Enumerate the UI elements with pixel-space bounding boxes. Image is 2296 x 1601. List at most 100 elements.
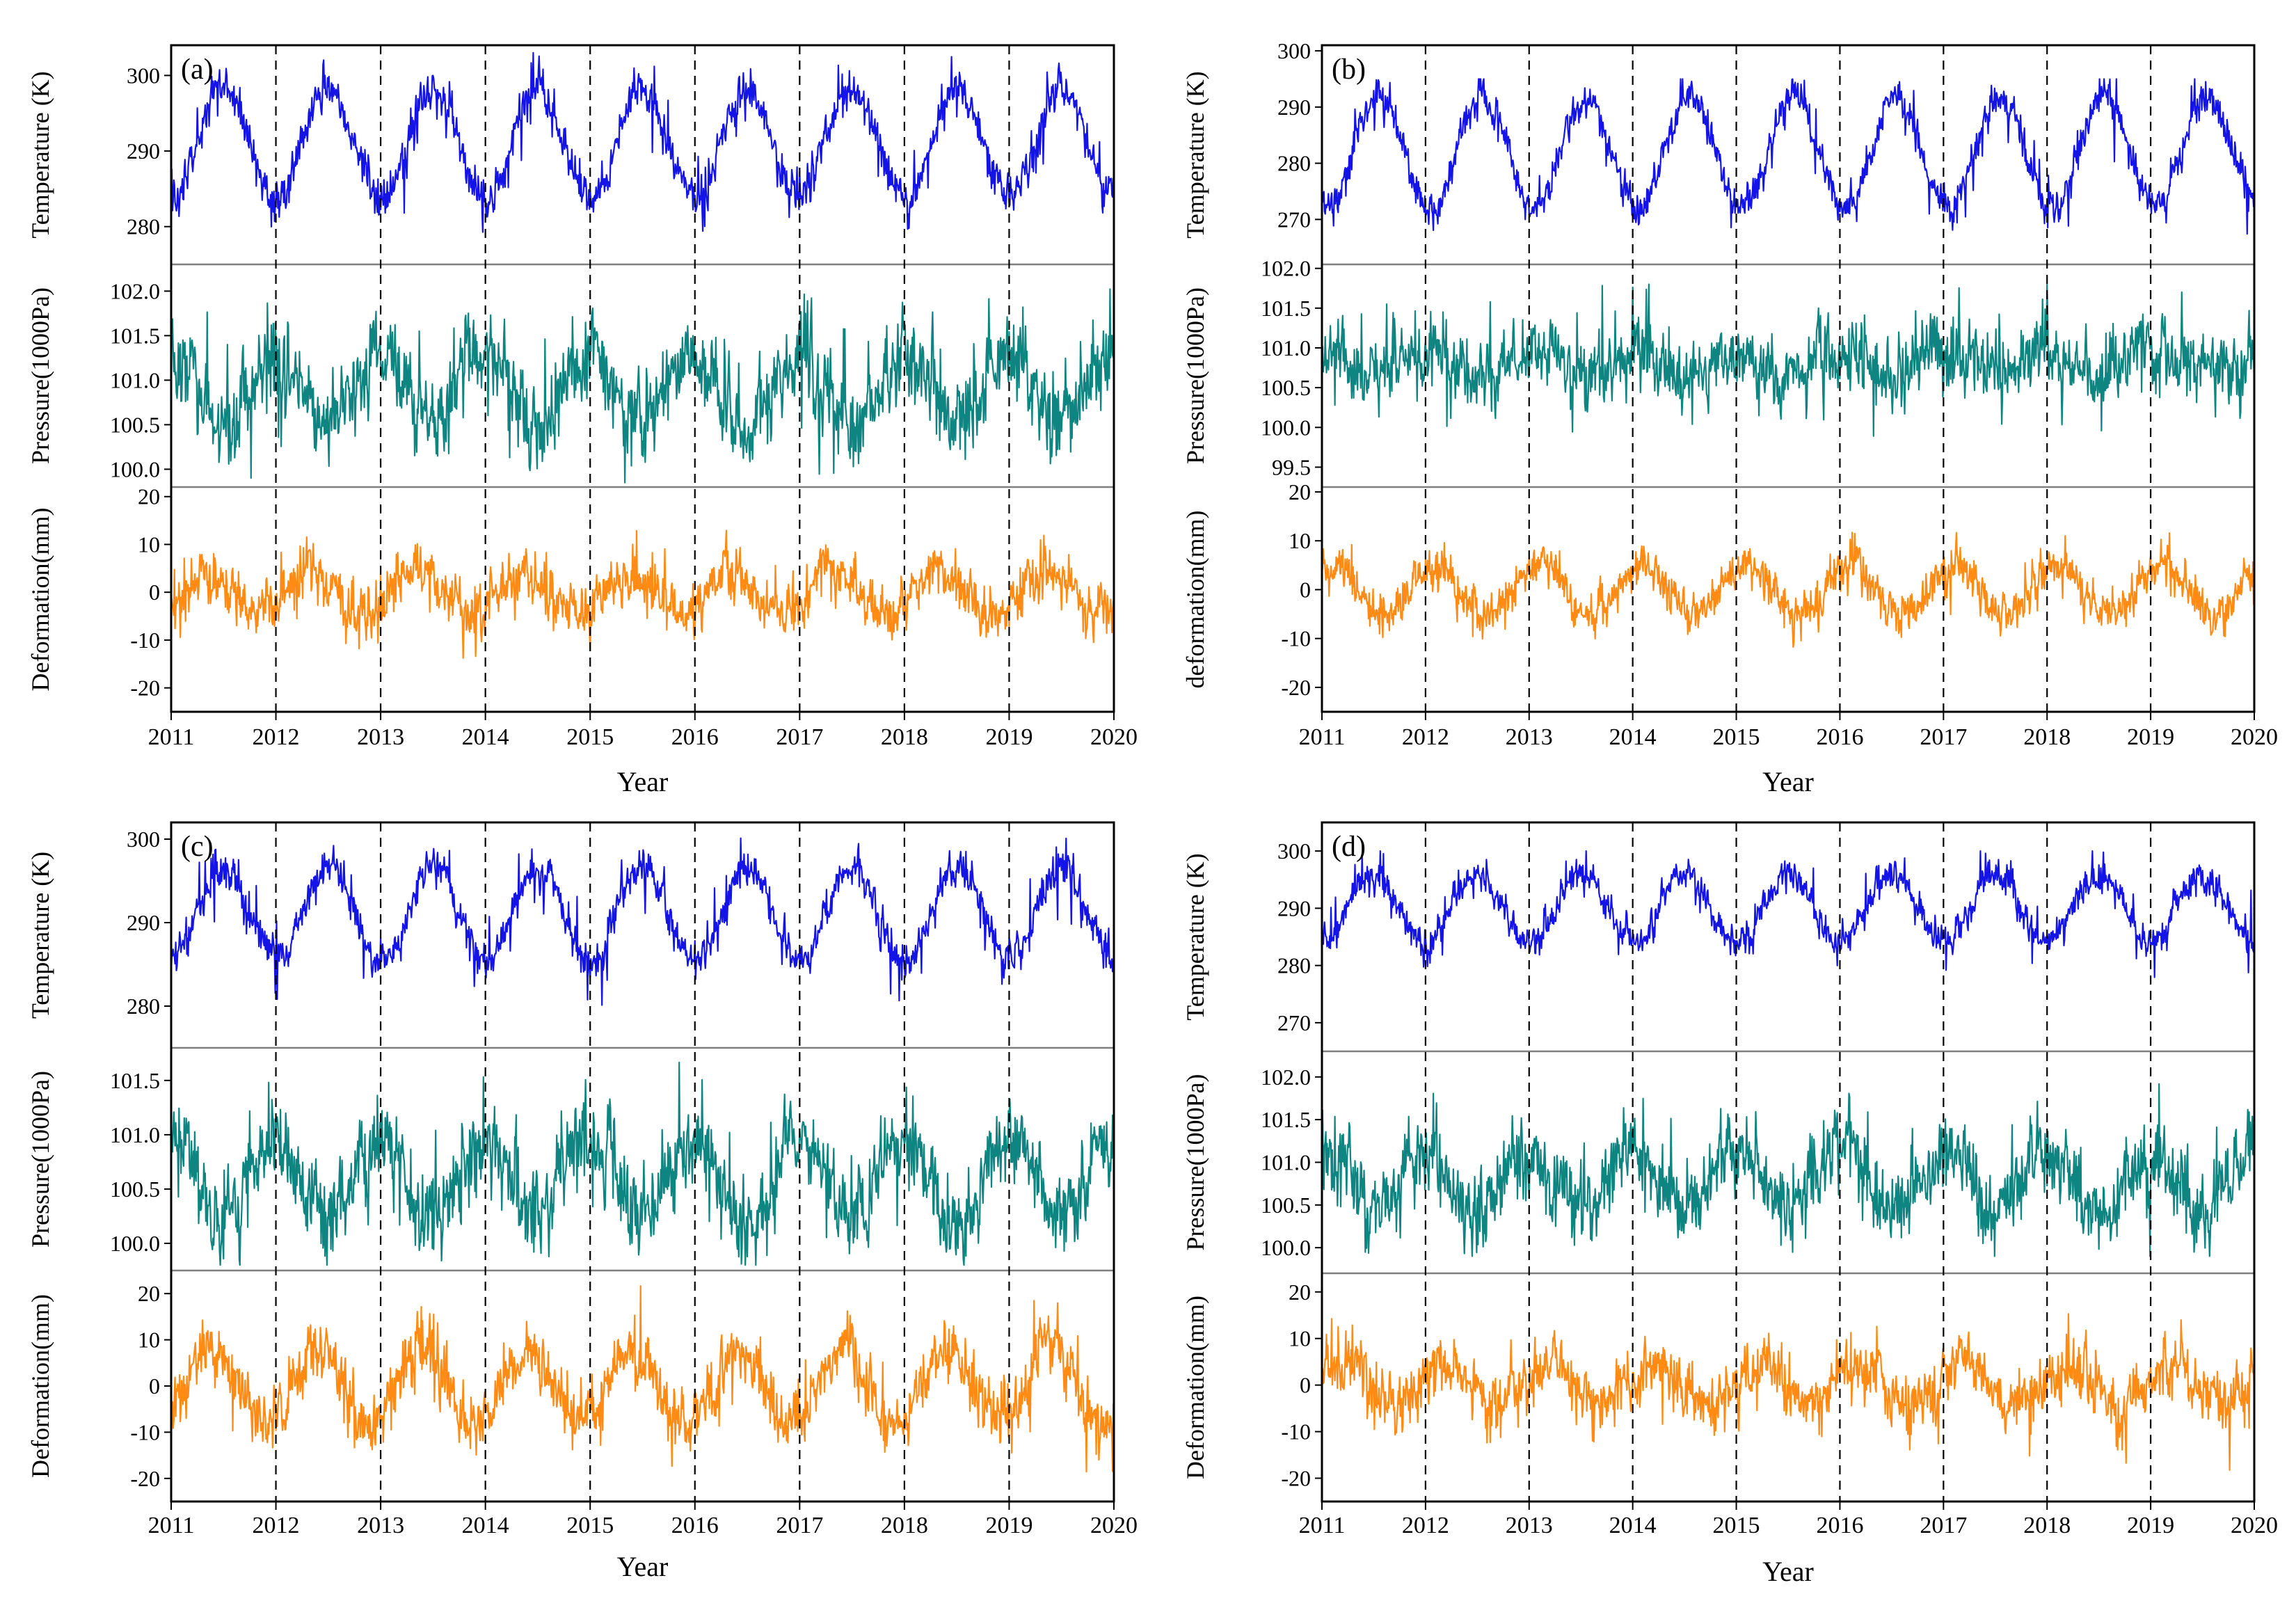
x-tick-label: 2011 — [1299, 1513, 1346, 1538]
x-tick-label: 2018 — [2023, 724, 2071, 750]
y-tick-label: 100.5 — [110, 1177, 160, 1202]
y-tick-label: -10 — [130, 1419, 160, 1444]
subplot-temperature: 280 290 300 Temperature (K) — [26, 827, 1114, 1019]
x-tick-label: 2013 — [1506, 1513, 1553, 1538]
y-tick-label: 10 — [138, 532, 160, 557]
y-axis-label: deformation(mm) — [1181, 511, 1209, 689]
panel-label: (c) — [181, 831, 214, 863]
y-tick-label: 101.0 — [1261, 335, 1311, 360]
x-tick-label: 2015 — [566, 1513, 614, 1538]
y-tick-label: 101.5 — [1261, 1107, 1311, 1132]
panel-label: (a) — [181, 54, 214, 86]
x-tick-label: 2019 — [985, 1513, 1033, 1538]
y-tick-label: 20 — [138, 484, 160, 509]
y-tick-label: 0 — [1300, 1373, 1311, 1398]
pressure-series — [171, 1061, 1114, 1266]
x-tick-label: 2016 — [1816, 724, 1863, 750]
y-tick-label: -10 — [1281, 1419, 1311, 1444]
y-axis-label: Temperature (K) — [26, 852, 54, 1019]
y-axis-label: Pressure(1000Pa) — [26, 287, 54, 464]
x-tick-label: 2014 — [1609, 724, 1657, 750]
subplot-deformation: 20 10 0 -10 -20 Deformation(mm) — [26, 484, 1114, 701]
y-tick-label: 280 — [1277, 151, 1311, 176]
y-tick-label: 20 — [1289, 479, 1311, 504]
y-tick-label: -10 — [1281, 626, 1311, 651]
x-tick-label: 2020 — [2231, 1513, 2278, 1538]
y-tick-label: -20 — [1281, 1466, 1311, 1491]
y-tick-label: 101.0 — [110, 1122, 160, 1147]
deformation-series — [1322, 532, 2254, 648]
y-tick-label: 101.0 — [1261, 1150, 1311, 1175]
y-tick-label: 280 — [127, 994, 160, 1019]
subplot-pressure: 100.0 100.5 101.0 101.5 Pressure(1000Pa) — [26, 1046, 1114, 1266]
x-tick-label: 2017 — [1920, 1513, 1967, 1538]
y-axis-label: Pressure(1000Pa) — [1181, 287, 1209, 464]
plot-frame — [170, 44, 1115, 713]
x-axis-label: Year — [617, 1551, 669, 1582]
temperature-series — [1322, 850, 2254, 978]
y-tick-label: 100.5 — [1261, 375, 1311, 400]
x-tick-label: 2013 — [1506, 724, 1553, 750]
y-tick-label: -20 — [130, 1466, 160, 1491]
y-tick-label: 20 — [1289, 1280, 1311, 1305]
temperature-series — [1322, 78, 2254, 235]
y-tick-label: -20 — [1281, 675, 1311, 700]
y-tick-label: 100.0 — [1261, 1235, 1311, 1260]
x-tick-label: 2019 — [985, 724, 1033, 750]
y-tick-label: 10 — [1289, 1326, 1311, 1351]
y-axis-label: Deformation(mm) — [26, 1294, 54, 1478]
y-tick-label: 101.5 — [110, 1068, 160, 1093]
x-tick-label: 2020 — [1090, 724, 1138, 750]
y-tick-label: 280 — [1277, 953, 1311, 978]
plot-frame — [1321, 44, 2256, 713]
x-tick-label: 2019 — [2127, 1513, 2174, 1538]
y-tick-label: 20 — [138, 1281, 160, 1306]
x-tick-label: 2014 — [462, 1513, 509, 1538]
y-axis-label: Deformation(mm) — [26, 508, 54, 692]
y-tick-label: 290 — [1277, 95, 1311, 120]
x-tick-label: 2012 — [253, 724, 300, 750]
y-tick-label: -10 — [130, 628, 160, 653]
y-tick-label: 100.0 — [1261, 415, 1311, 440]
deformation-series — [171, 529, 1114, 659]
x-tick-label: 2017 — [776, 1513, 823, 1538]
deformation-series — [1322, 1313, 2254, 1471]
x-tick-label: 2018 — [881, 1513, 928, 1538]
x-tick-label: 2016 — [1816, 1513, 1863, 1538]
y-axis-label: Pressure(1000Pa) — [26, 1071, 54, 1248]
temperature-series — [171, 837, 1114, 1006]
y-tick-label: 0 — [1300, 577, 1311, 602]
subplot-pressure: 100.0 100.5 101.0 101.5 102.0 Pressure(1000Pa… — [26, 263, 1114, 484]
subplot-pressure: 100.0 100.5 101.0 101.5 102.0 Pressure(1000Pa… — [1181, 1050, 2254, 1260]
x-tick-label: 2015 — [1713, 724, 1760, 750]
x-axis-label: Year — [1762, 766, 1814, 797]
y-tick-label: 300 — [127, 827, 160, 852]
x-tick-label: 2017 — [776, 724, 823, 750]
y-tick-label: 300 — [127, 63, 160, 88]
panel-2: 270 280 290 300 Temperature (K) 99.5 100.0 100.… — [1181, 38, 2278, 797]
y-tick-label: 100.0 — [110, 1231, 160, 1256]
subplot-temperature: 270 280 290 300 Temperature (K) — [1181, 838, 2254, 1035]
y-tick-label: 102.0 — [1261, 256, 1311, 281]
y-tick-label: 101.0 — [110, 367, 160, 392]
x-tick-label: 2016 — [671, 724, 719, 750]
y-axis-label: Temperature (K) — [1181, 71, 1209, 238]
y-tick-label: 290 — [127, 138, 160, 164]
x-tick-label: 2017 — [1920, 724, 1967, 750]
subplot-temperature: 270 280 290 300 Temperature (K) — [1181, 38, 2254, 239]
y-tick-label: 270 — [1277, 1010, 1311, 1035]
panel-label: (d) — [1332, 831, 1366, 863]
y-tick-label: 102.0 — [1261, 1065, 1311, 1090]
y-axis-label: Temperature (K) — [26, 71, 54, 238]
y-tick-label: 10 — [138, 1328, 160, 1353]
y-axis-label: Deformation(mm) — [1181, 1296, 1209, 1479]
x-tick-label: 2014 — [462, 724, 509, 750]
y-tick-label: 0 — [149, 1373, 160, 1399]
x-tick-label: 2014 — [1609, 1513, 1657, 1538]
x-tick-label: 2011 — [148, 1513, 195, 1538]
y-tick-label: 290 — [127, 910, 160, 935]
y-tick-label: 300 — [1277, 38, 1311, 63]
